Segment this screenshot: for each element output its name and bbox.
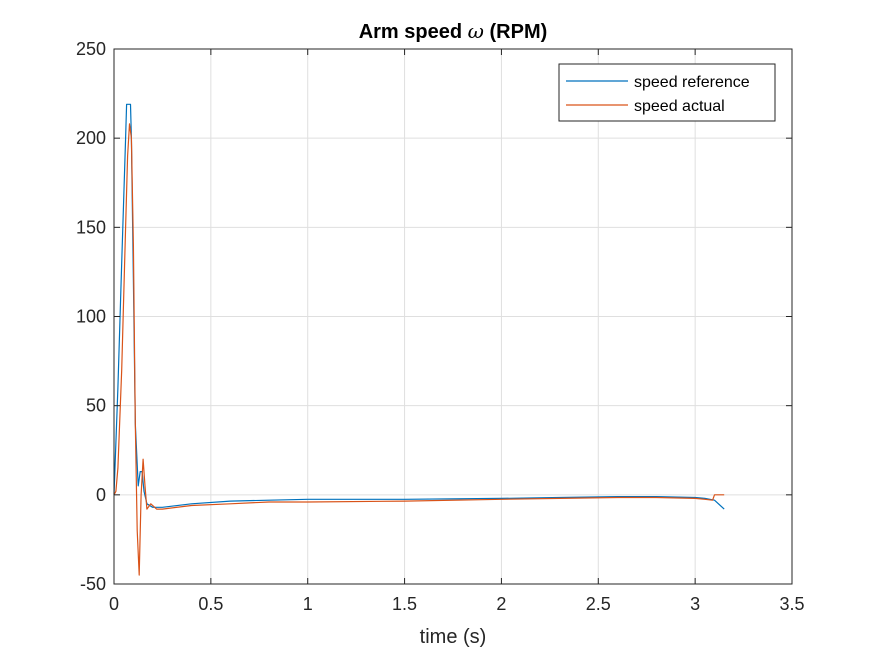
y-tick-label: -50 [80, 574, 106, 594]
x-tick-label: 3.5 [779, 594, 804, 614]
y-tick-label: 200 [76, 128, 106, 148]
y-tick-label: 100 [76, 307, 106, 327]
x-tick-label: 2.5 [586, 594, 611, 614]
x-tick-label: 1.5 [392, 594, 417, 614]
x-tick-label: 0 [109, 594, 119, 614]
y-tick-label: 50 [86, 396, 106, 416]
chart-title-text: Arm speed [359, 21, 462, 43]
chart-title: Arm speed ω (RPM) [359, 19, 548, 43]
legend-label-speed-reference: speed reference [634, 74, 750, 91]
x-tick-label: 1 [303, 594, 313, 614]
y-tick-label: 150 [76, 217, 106, 237]
y-tick-label: 0 [96, 485, 106, 505]
chart-title-unit: (RPM) [490, 21, 548, 43]
x-tick-label: 2 [496, 594, 506, 614]
legend: speed reference speed actual [559, 64, 775, 121]
x-axis-label: time (s) [420, 626, 487, 648]
legend-label-speed-actual: speed actual [634, 98, 725, 115]
chart-title-symbol: ω [468, 19, 484, 43]
x-tick-label: 0.5 [198, 594, 223, 614]
x-tick-label: 3 [690, 594, 700, 614]
y-tick-label: 250 [76, 39, 106, 59]
